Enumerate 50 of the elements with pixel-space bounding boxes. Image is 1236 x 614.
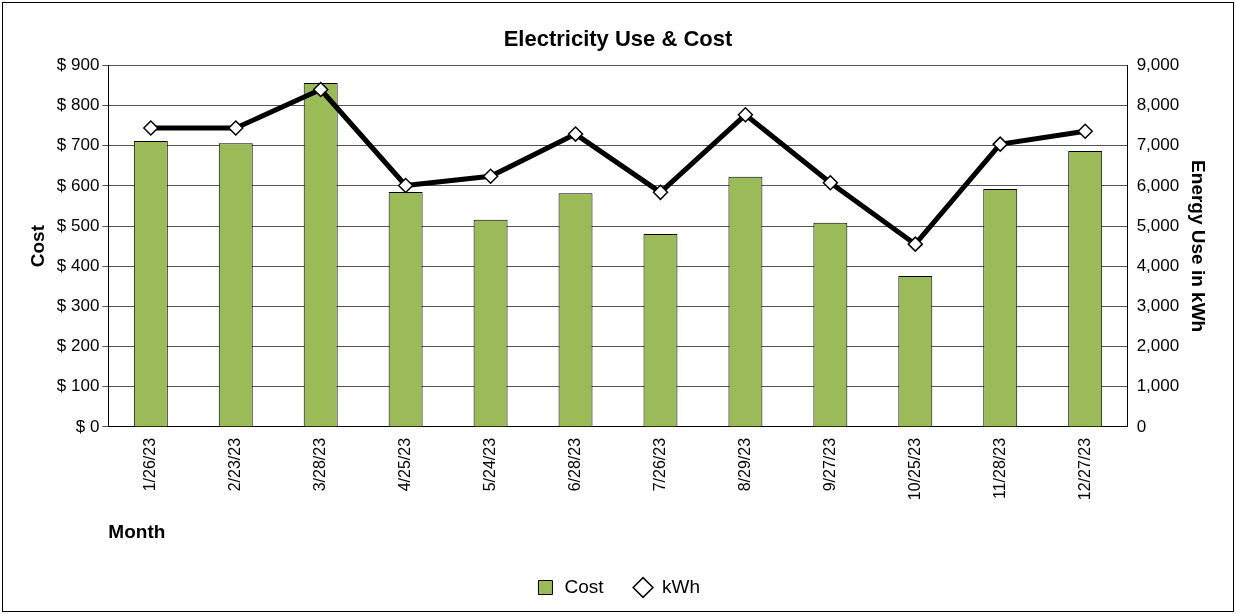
y2-tick-label: 0 [1136,416,1147,436]
x-tick-label: 6/28/23 [565,437,583,492]
y2-tick-label: 2,000 [1136,336,1180,356]
chart-title: Electricity Use & Cost [503,26,733,52]
point [1077,123,1093,140]
y2-tick-label: 6,000 [1136,175,1180,195]
x-tick-label: 9/27/23 [820,437,838,492]
point [822,174,839,191]
y-tick-label: $ 800 [56,95,100,115]
y2-tick-label: 7,000 [1136,135,1180,155]
point [482,168,499,185]
y2-tick-label: 4,000 [1136,255,1180,275]
point [228,120,244,136]
point [143,120,159,136]
y2-tick-label: 5,000 [1136,215,1180,235]
x-tick-label: 4/25/23 [396,437,414,492]
y-tick-label: $ 0 [75,416,100,436]
point [397,177,414,194]
y2-tick-label: 8,000 [1136,95,1180,115]
y-tick-label: $ 100 [56,376,100,396]
y-tick-label: $ 600 [56,175,100,195]
y2-tick-label: 1,000 [1136,376,1180,396]
x-axis-title: Month [108,520,166,542]
legend-label: kWh [662,575,701,597]
legend-label: Cost [564,575,605,597]
point [312,81,329,98]
y-tick-label: $ 900 [56,55,100,75]
x-tick-label: 10/25/23 [905,437,923,501]
y-tick-label: $ 700 [56,135,100,155]
y2-axis-title: Energy Use in kWh [1188,160,1210,333]
x-tick-label: 5/24/23 [480,437,498,492]
point [992,136,1008,152]
y-tick-label: $ 300 [56,296,100,316]
point [567,126,584,142]
y-tick-label: $ 400 [56,255,100,275]
y2-tick-label: 3,000 [1136,296,1180,316]
x-tick-label: 3/28/23 [311,437,329,492]
x-tick-label: 7/26/23 [650,437,668,492]
x-tick-label: 1/26/23 [141,437,159,492]
x-tick-label: 8/29/23 [735,437,753,492]
x-tick-label: 11/28/23 [990,437,1008,500]
point [652,184,669,201]
point [737,107,754,123]
y-tick-label: $ 200 [56,336,100,356]
point [907,236,924,252]
x-tick-label: 2/23/23 [226,437,244,492]
x-tick-label: 12/27/23 [1075,437,1093,501]
y2-tick-label: 9,000 [1136,55,1180,75]
y-tick-label: $ 500 [56,215,100,235]
y-axis-title: Cost [26,224,48,268]
